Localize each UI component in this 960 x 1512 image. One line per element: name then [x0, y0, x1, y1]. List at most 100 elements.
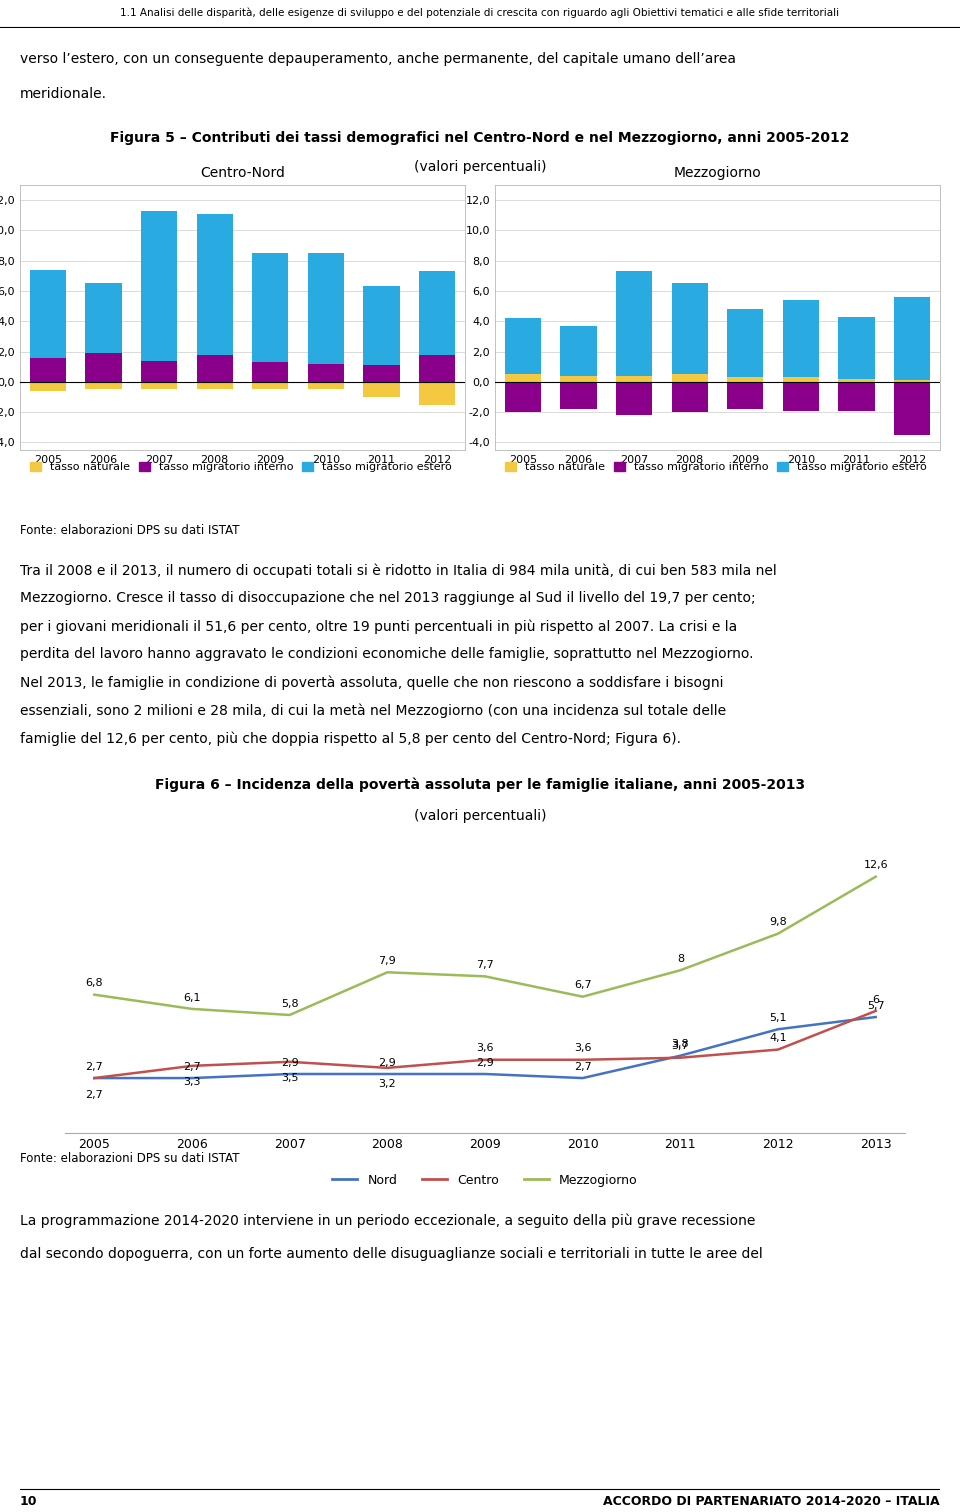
Bar — [728, 378, 763, 383]
Text: 2,9: 2,9 — [378, 1058, 396, 1067]
Bar — [561, 325, 596, 376]
Legend: Nord, Centro, Mezzogiorno: Nord, Centro, Mezzogiorno — [327, 1169, 642, 1191]
Bar — [197, 355, 232, 383]
Bar — [561, 376, 596, 383]
Text: 8: 8 — [677, 954, 684, 965]
Text: 3,6: 3,6 — [574, 1043, 591, 1054]
Bar — [420, 355, 455, 383]
Bar — [141, 210, 178, 361]
Bar — [420, 271, 455, 355]
Bar — [364, 383, 399, 398]
Text: 3,8: 3,8 — [672, 1039, 689, 1049]
Text: 3,7: 3,7 — [672, 1042, 689, 1051]
Bar — [364, 286, 399, 366]
Text: 2,7: 2,7 — [183, 1061, 201, 1072]
Bar — [308, 383, 344, 390]
Bar — [672, 283, 708, 375]
Bar — [782, 299, 819, 378]
Text: 6,1: 6,1 — [183, 992, 201, 1002]
Text: (valori percentuali): (valori percentuali) — [414, 160, 546, 174]
Bar — [85, 283, 122, 354]
Title: Mezzogiorno: Mezzogiorno — [674, 166, 761, 180]
Text: 12,6: 12,6 — [863, 860, 888, 871]
Text: 3,2: 3,2 — [378, 1080, 396, 1089]
Text: Figura 5 – Contributi dei tassi demografici nel Centro-Nord e nel Mezzogiorno, a: Figura 5 – Contributi dei tassi demograf… — [110, 130, 850, 145]
Text: 3,6: 3,6 — [476, 1043, 493, 1054]
Bar — [252, 253, 288, 363]
Bar — [728, 383, 763, 410]
Text: famiglie del 12,6 per cento, più che doppia rispetto al 5,8 per cento del Centro: famiglie del 12,6 per cento, più che dop… — [20, 732, 681, 745]
Text: meridionale.: meridionale. — [20, 88, 107, 101]
Bar — [505, 383, 540, 413]
Text: La programmazione 2014-2020 interviene in un periodo eccezionale, a seguito dell: La programmazione 2014-2020 interviene i… — [20, 1214, 756, 1228]
Text: 2,7: 2,7 — [574, 1061, 591, 1072]
Text: 2,7: 2,7 — [85, 1090, 103, 1099]
Text: 7,7: 7,7 — [476, 960, 493, 971]
Text: 5,1: 5,1 — [769, 1013, 787, 1024]
Bar — [616, 271, 652, 376]
Text: 10: 10 — [20, 1495, 37, 1507]
Text: perdita del lavoro hanno aggravato le condizioni economiche delle famiglie, sopr: perdita del lavoro hanno aggravato le co… — [20, 647, 754, 661]
Text: essenziali, sono 2 milioni e 28 mila, di cui la metà nel Mezzogiorno (con una in: essenziali, sono 2 milioni e 28 mila, di… — [20, 703, 726, 718]
Text: Fonte: elaborazioni DPS su dati ISTAT: Fonte: elaborazioni DPS su dati ISTAT — [20, 523, 239, 537]
Bar — [30, 269, 66, 358]
Bar — [838, 380, 875, 383]
Text: 5,8: 5,8 — [281, 998, 299, 1009]
Bar — [838, 383, 875, 411]
Bar — [30, 383, 66, 392]
Bar — [672, 375, 708, 383]
Text: Nel 2013, le famiglie in condizione di povertà assoluta, quelle che non riescono: Nel 2013, le famiglie in condizione di p… — [20, 676, 724, 689]
Text: Mezzogiorno. Cresce il tasso di disoccupazione che nel 2013 raggiunge al Sud il : Mezzogiorno. Cresce il tasso di disoccup… — [20, 591, 756, 605]
Legend: tasso naturale, tasso migratorio interno, tasso migratorio estero: tasso naturale, tasso migratorio interno… — [26, 458, 456, 476]
Text: 7,9: 7,9 — [378, 956, 396, 966]
Bar — [894, 296, 930, 381]
Bar — [141, 361, 178, 383]
Bar — [30, 358, 66, 383]
Text: (valori percentuali): (valori percentuali) — [414, 809, 546, 823]
Bar — [141, 383, 178, 390]
Text: 1.1 Analisi delle disparità, delle esigenze di sviluppo e del potenziale di cres: 1.1 Analisi delle disparità, delle esige… — [120, 8, 840, 18]
Bar — [85, 354, 122, 383]
Text: 6,8: 6,8 — [85, 978, 103, 989]
Legend: tasso naturale, tasso migratorio interno, tasso migratorio estero: tasso naturale, tasso migratorio interno… — [500, 458, 931, 476]
Bar — [197, 213, 232, 355]
Bar — [894, 381, 930, 383]
Text: Fonte: elaborazioni DPS su dati ISTAT: Fonte: elaborazioni DPS su dati ISTAT — [20, 1152, 239, 1164]
Bar — [782, 383, 819, 411]
Bar — [672, 383, 708, 413]
Text: 6,7: 6,7 — [574, 980, 591, 990]
Bar — [308, 364, 344, 383]
Text: 6: 6 — [873, 995, 879, 1004]
Text: 4,1: 4,1 — [769, 1033, 787, 1043]
Text: 2,9: 2,9 — [476, 1058, 493, 1067]
Text: per i giovani meridionali il 51,6 per cento, oltre 19 punti percentuali in più r: per i giovani meridionali il 51,6 per ce… — [20, 620, 737, 634]
Bar — [894, 383, 930, 435]
Text: 3,5: 3,5 — [281, 1074, 299, 1083]
Bar — [364, 366, 399, 383]
Bar — [197, 383, 232, 390]
Bar — [252, 363, 288, 383]
Bar — [782, 378, 819, 383]
Text: 5,7: 5,7 — [867, 1001, 884, 1010]
Bar — [505, 318, 540, 375]
Text: ACCORDO DI PARTENARIATO 2014-2020 – ITALIA: ACCORDO DI PARTENARIATO 2014-2020 – ITAL… — [604, 1495, 940, 1507]
Bar — [728, 308, 763, 378]
Bar — [505, 375, 540, 383]
Bar — [838, 316, 875, 380]
Text: verso l’estero, con un conseguente depauperamento, anche permanente, del capital: verso l’estero, con un conseguente depau… — [20, 51, 736, 65]
Bar — [85, 383, 122, 390]
Bar — [561, 383, 596, 410]
Text: 2,7: 2,7 — [85, 1061, 103, 1072]
Text: 3,3: 3,3 — [183, 1078, 201, 1087]
Bar — [420, 383, 455, 405]
Title: Centro-Nord: Centro-Nord — [200, 166, 285, 180]
Text: dal secondo dopoguerra, con un forte aumento delle disuguaglianze sociali e terr: dal secondo dopoguerra, con un forte aum… — [20, 1247, 763, 1261]
Bar — [252, 383, 288, 390]
Bar — [616, 376, 652, 383]
Bar — [616, 383, 652, 416]
Text: Tra il 2008 e il 2013, il numero di occupati totali si è ridotto in Italia di 98: Tra il 2008 e il 2013, il numero di occu… — [20, 564, 777, 578]
Text: 9,8: 9,8 — [769, 918, 787, 927]
Bar — [308, 253, 344, 364]
Text: Figura 6 – Incidenza della povertà assoluta per le famiglie italiane, anni 2005-: Figura 6 – Incidenza della povertà assol… — [155, 777, 805, 792]
Text: 2,9: 2,9 — [280, 1058, 299, 1067]
